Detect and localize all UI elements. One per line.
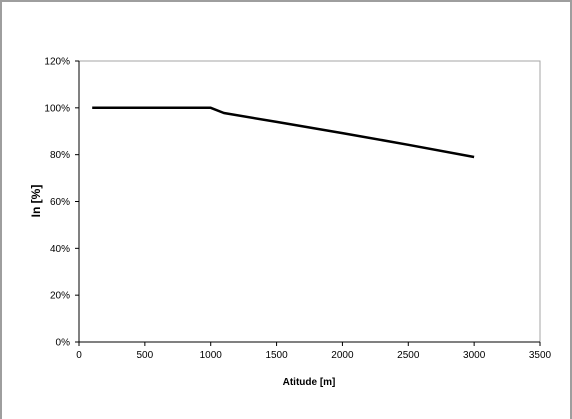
y-axis: 0% 20% 40% 60% 80% 100% 120% [44, 57, 80, 349]
x-axis: 0 500 1000 1500 2000 2500 3000 3500 [76, 341, 552, 361]
x-tick-label: 3500 [529, 350, 552, 361]
x-tick-label: 0 [76, 350, 82, 361]
x-axis-title: Atitude [m] [283, 377, 336, 388]
x-tick-label: 2000 [331, 350, 354, 361]
y-tick-label: 20% [50, 291, 70, 302]
x-tick-label: 1000 [200, 350, 223, 361]
y-tick-label: 40% [50, 244, 70, 255]
x-tick-label: 2500 [397, 350, 420, 361]
series-line [92, 106, 475, 159]
plot-area [78, 60, 541, 343]
x-tick-label: 1500 [265, 350, 288, 361]
y-tick-label: 120% [44, 57, 70, 68]
y-tick-label: 100% [44, 103, 70, 114]
series-layer [92, 106, 475, 159]
y-axis-title: In [%] [29, 185, 43, 218]
x-tick-label: 500 [137, 350, 154, 361]
x-tick-label: 3000 [463, 350, 486, 361]
y-tick-label: 0% [56, 338, 71, 349]
y-tick-label: 80% [50, 150, 70, 161]
y-tick-label: 60% [50, 197, 70, 208]
